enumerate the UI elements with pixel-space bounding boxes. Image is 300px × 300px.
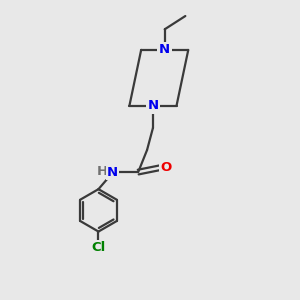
Text: N: N bbox=[107, 166, 118, 178]
Text: N: N bbox=[147, 99, 158, 112]
Text: O: O bbox=[160, 161, 172, 174]
Text: H: H bbox=[96, 165, 108, 178]
Text: N: N bbox=[159, 44, 170, 56]
Text: Cl: Cl bbox=[91, 241, 106, 254]
